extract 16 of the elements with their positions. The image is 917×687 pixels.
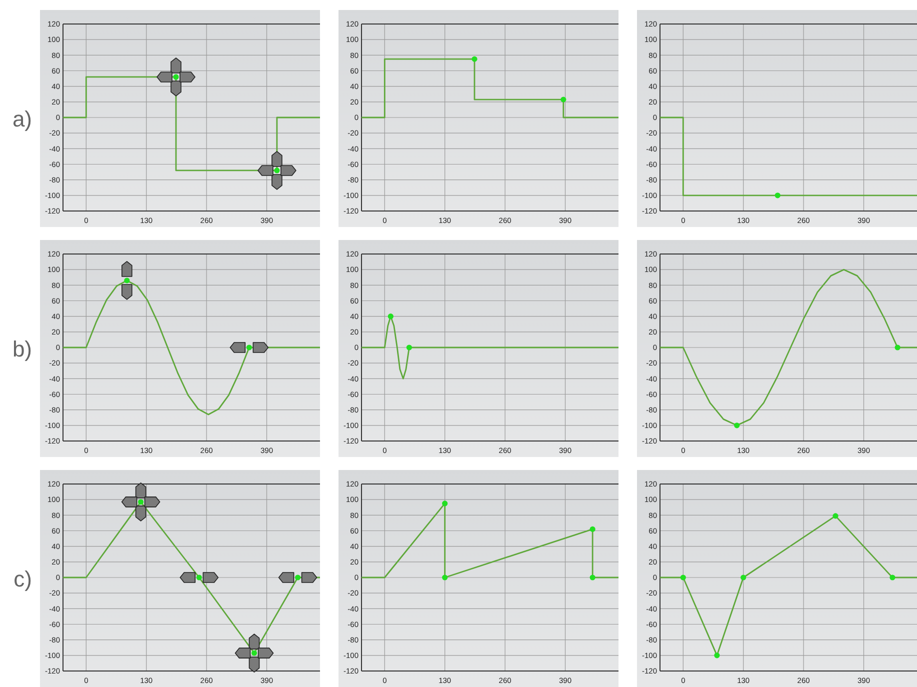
point <box>196 574 202 580</box>
text: a) <box>12 106 32 132</box>
point <box>832 513 838 519</box>
point <box>442 500 448 506</box>
point <box>714 652 720 658</box>
point <box>680 574 686 580</box>
point <box>138 499 144 505</box>
point <box>590 574 596 580</box>
point <box>251 650 258 656</box>
point <box>740 574 746 580</box>
point <box>890 574 896 580</box>
text: c) <box>14 566 32 592</box>
point <box>590 526 596 532</box>
point <box>294 574 301 580</box>
text: b) <box>12 336 32 362</box>
point <box>442 574 448 580</box>
